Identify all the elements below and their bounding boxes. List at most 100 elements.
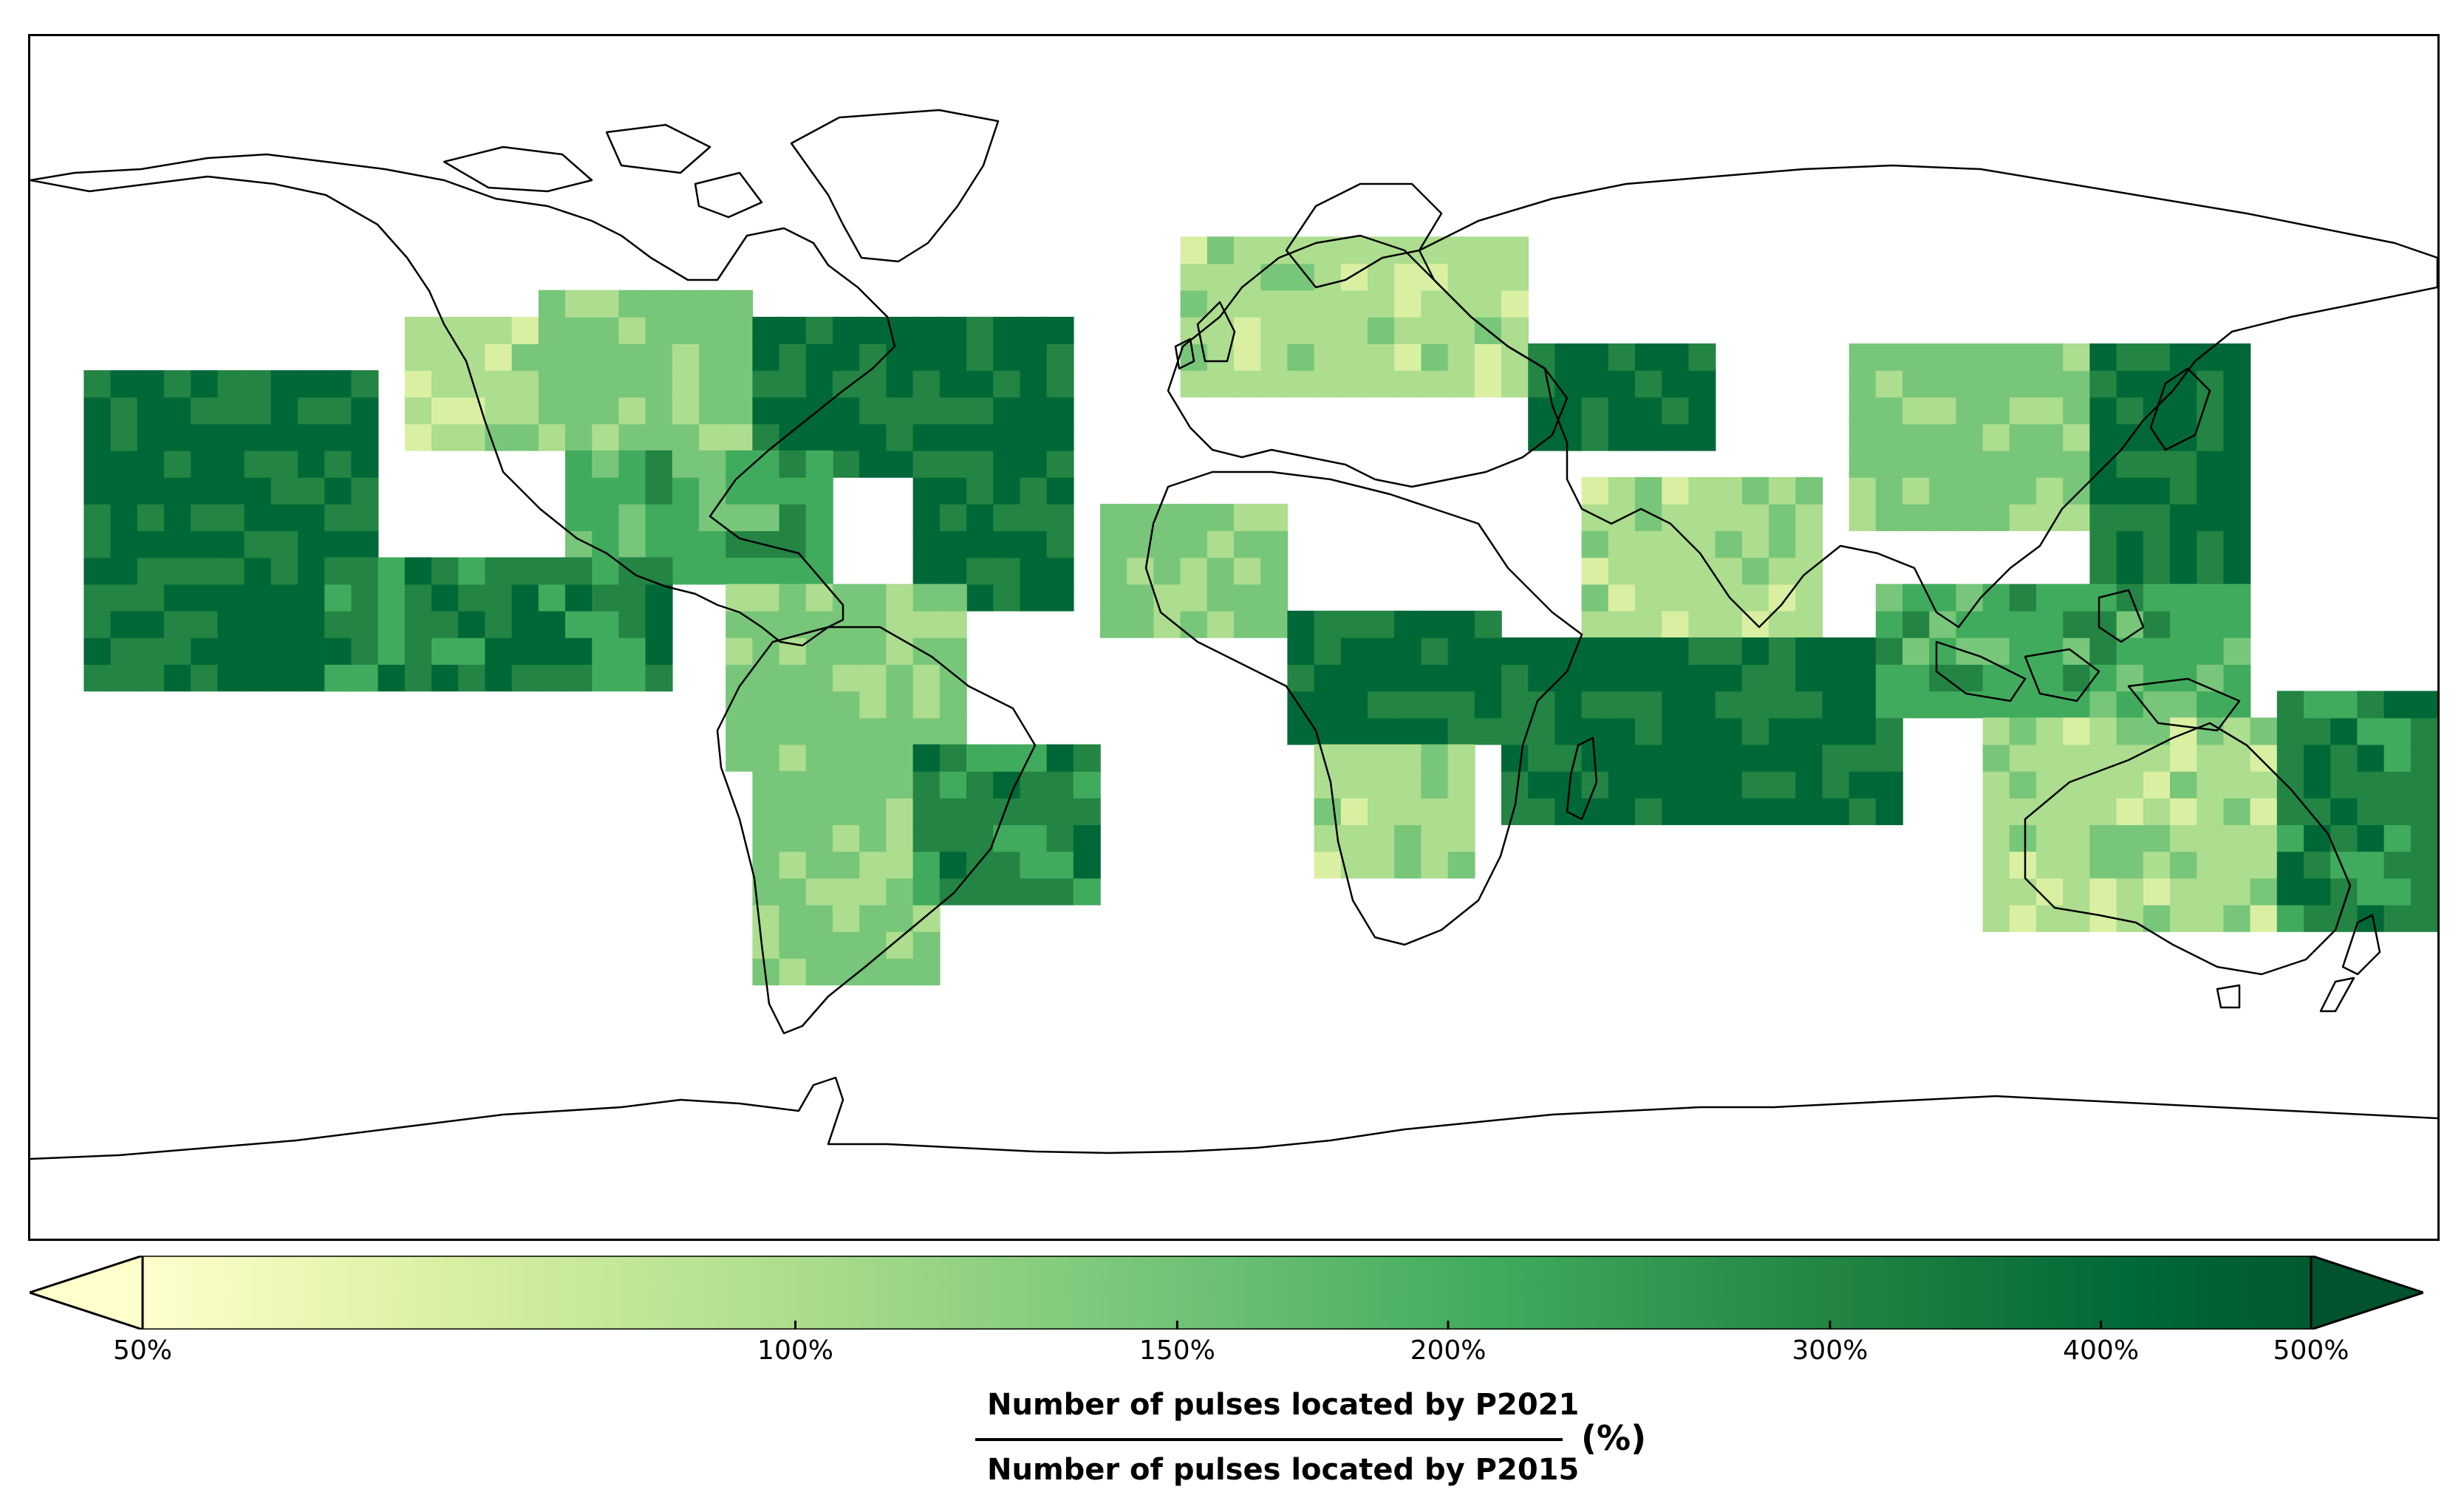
grid-cell bbox=[805, 637, 833, 665]
grid-cell bbox=[833, 851, 860, 879]
grid-cell bbox=[1447, 370, 1475, 398]
grid-cell bbox=[592, 557, 620, 585]
grid-cell bbox=[458, 584, 486, 612]
grid-cell bbox=[805, 931, 833, 959]
grid-cell bbox=[1260, 263, 1289, 291]
grid-cell bbox=[137, 664, 165, 692]
grid-cell bbox=[966, 476, 994, 504]
grid-cell bbox=[1394, 851, 1422, 879]
grid-cell bbox=[1340, 691, 1368, 719]
grid-cell bbox=[912, 557, 941, 585]
grid-cell bbox=[833, 691, 860, 719]
grid-cell bbox=[1822, 717, 1850, 745]
grid-cell bbox=[726, 557, 754, 585]
grid-cell bbox=[1822, 637, 1850, 665]
grid-cell bbox=[886, 958, 914, 986]
grid-cell bbox=[1260, 316, 1289, 344]
grid-cell bbox=[2383, 877, 2412, 906]
grid-cell bbox=[1046, 530, 1074, 558]
grid-cell bbox=[83, 557, 112, 585]
grid-cell bbox=[2223, 904, 2251, 932]
grid-cell bbox=[244, 664, 272, 692]
australia-coastline bbox=[2024, 722, 2352, 976]
grid-cell bbox=[1020, 824, 1048, 852]
grid-cell bbox=[1608, 691, 1636, 719]
grid-cell bbox=[939, 770, 967, 798]
grid-cell bbox=[378, 664, 406, 692]
grid-cell bbox=[164, 450, 191, 478]
grid-cell bbox=[431, 610, 459, 638]
grid-cell bbox=[2089, 798, 2117, 826]
grid-cell bbox=[298, 557, 325, 585]
grid-cell bbox=[1795, 637, 1823, 665]
grid-cell bbox=[1982, 504, 2010, 532]
grid-cell bbox=[1929, 637, 1957, 665]
grid-cell bbox=[1180, 263, 1208, 291]
grid-cell bbox=[351, 530, 379, 558]
grid-cell bbox=[351, 504, 379, 532]
grid-cell bbox=[645, 423, 673, 451]
grid-cell bbox=[1020, 798, 1048, 826]
grid-cell bbox=[833, 316, 860, 344]
grid-cell bbox=[1314, 664, 1342, 692]
grid-cell bbox=[726, 610, 754, 638]
grid-cell bbox=[164, 397, 191, 425]
grid-cell bbox=[2410, 770, 2437, 798]
grid-cell bbox=[1741, 476, 1769, 504]
grid-cell bbox=[966, 744, 994, 772]
grid-cell bbox=[645, 476, 673, 504]
grid-cell bbox=[1982, 343, 2010, 371]
grid-cell bbox=[645, 584, 673, 612]
grid-cell bbox=[2250, 877, 2278, 906]
grid-cell bbox=[886, 423, 914, 451]
grid-cell bbox=[1127, 584, 1155, 612]
new-zealand-coastline bbox=[2319, 914, 2381, 1013]
grid-cell bbox=[1207, 370, 1235, 398]
grid-cell bbox=[137, 610, 165, 638]
grid-cell bbox=[912, 584, 941, 612]
grid-cell bbox=[1020, 476, 1048, 504]
grid-cell bbox=[2223, 824, 2251, 852]
grid-cell bbox=[2170, 770, 2197, 798]
grid-cell bbox=[1688, 476, 1716, 504]
grid-cell bbox=[324, 476, 352, 504]
grid-cell bbox=[2143, 664, 2171, 692]
grid-cell bbox=[2036, 744, 2064, 772]
grid-cell bbox=[1421, 664, 1449, 692]
grid-cell bbox=[1501, 370, 1529, 398]
colorbar-tick-label: 100% bbox=[757, 1335, 833, 1366]
grid-cell bbox=[1421, 290, 1449, 318]
grid-cell bbox=[83, 610, 112, 638]
grid-cell bbox=[404, 584, 432, 612]
grid-cell bbox=[618, 423, 646, 451]
grid-cell bbox=[592, 664, 620, 692]
grid-cell bbox=[592, 610, 620, 638]
grid-cell bbox=[805, 530, 833, 558]
grid-cell bbox=[565, 316, 593, 344]
grid-cell bbox=[2330, 904, 2358, 932]
grid-cell bbox=[1849, 691, 1877, 719]
grid-cell bbox=[351, 450, 379, 478]
indonesia-coastline bbox=[1935, 589, 2241, 732]
grid-cell bbox=[645, 530, 673, 558]
grid-cell bbox=[1635, 370, 1662, 398]
grid-cell bbox=[1581, 370, 1609, 398]
grid-cell bbox=[833, 717, 860, 745]
grid-cell bbox=[1956, 397, 1984, 425]
grid-cell bbox=[618, 476, 646, 504]
grid-cell bbox=[779, 557, 807, 585]
grid-cell bbox=[2063, 877, 2091, 906]
grid-cell bbox=[1875, 691, 1903, 719]
grid-cell bbox=[1956, 637, 1984, 665]
grid-cell bbox=[458, 370, 486, 398]
colorbar-gradient bbox=[141, 1256, 2313, 1330]
grid-cell bbox=[1875, 744, 1903, 772]
grid-cell bbox=[2197, 450, 2225, 478]
grid-cell bbox=[1394, 343, 1422, 371]
grid-cell bbox=[298, 450, 325, 478]
south-america-coastline bbox=[716, 626, 1037, 1035]
grid-cell bbox=[1849, 637, 1877, 665]
grid-cell bbox=[2089, 530, 2117, 558]
grid-cell bbox=[1501, 316, 1529, 344]
grid-cell bbox=[2223, 717, 2251, 745]
